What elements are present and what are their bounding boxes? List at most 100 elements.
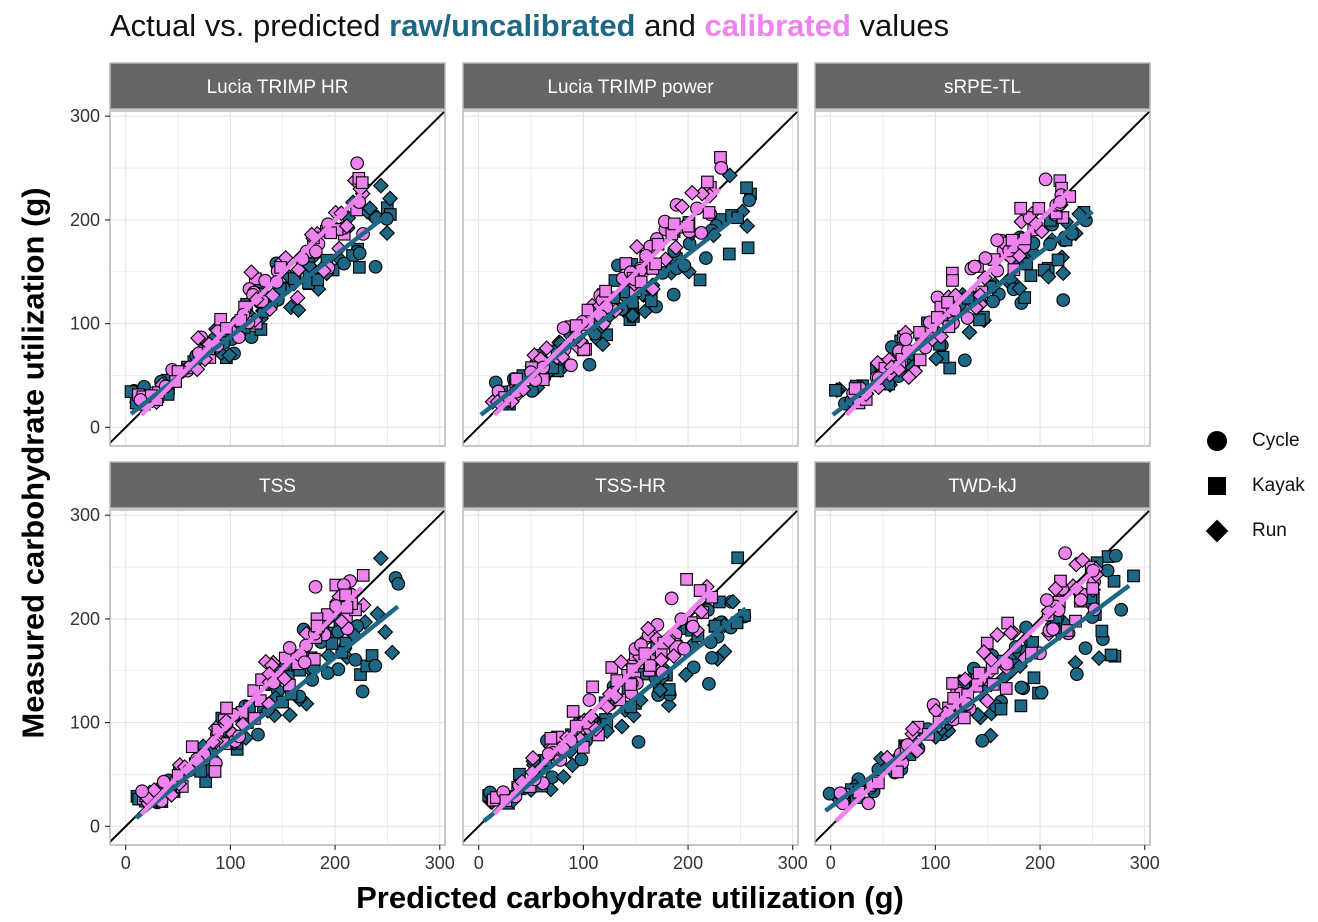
circle-icon [1200, 424, 1234, 458]
raw-point [372, 177, 389, 194]
calibrated-point [643, 659, 657, 672]
panel-border [462, 509, 799, 846]
facet-strip [109, 461, 446, 509]
raw-point [1024, 269, 1038, 282]
facet-strip [814, 62, 1151, 110]
calibrated-fit-line [844, 189, 1071, 417]
calibrated-point [289, 289, 306, 306]
raw-point [281, 707, 298, 724]
calibrated-point [605, 661, 619, 674]
x-tick-label: 100 [568, 853, 598, 873]
facet-strip-label: TWD-kJ [948, 476, 1017, 497]
facet-panel: TSS 0 100 200 300 0 100 200 300 [70, 461, 455, 873]
y-tick-label: 300 [70, 106, 100, 126]
raw-point [731, 551, 745, 565]
y-tick-label: 0 [90, 816, 100, 836]
raw-point [1078, 641, 1093, 656]
diamond-icon [1200, 514, 1234, 548]
calibrated-point [990, 233, 1005, 248]
raw-point [741, 241, 755, 255]
calibrated-point [685, 619, 700, 634]
legend: Cycle Kayak Run [1200, 418, 1305, 553]
x-tick-label: 0 [826, 853, 836, 873]
raw-point [379, 225, 396, 241]
calibrated-point [972, 666, 986, 680]
calibrated-point [989, 626, 1006, 643]
square-icon [1200, 469, 1234, 503]
y-tick-label: 100 [70, 314, 100, 334]
raw-point [320, 666, 335, 680]
calibrated-point [649, 257, 663, 271]
raw-point [1095, 624, 1109, 638]
calibrated-point [290, 261, 307, 278]
calibrated-point [538, 340, 555, 357]
calibrated-point [667, 239, 684, 256]
calibrated-point [861, 796, 876, 811]
raw-point [574, 752, 589, 767]
calibrated-point [684, 184, 701, 201]
raw-point [637, 303, 653, 320]
calibrated-point [556, 321, 571, 335]
raw-fit-line [479, 207, 748, 417]
calibrated-point [1046, 622, 1060, 636]
calibrated-point [1014, 201, 1028, 215]
facet-panel: TWD-kJ 0 100 200 300 [814, 461, 1160, 873]
raw-point [1069, 667, 1084, 682]
raw-point [1051, 253, 1065, 267]
raw-point [666, 287, 681, 302]
raw-point [1091, 650, 1108, 667]
raw-point [352, 246, 367, 261]
calibrated-point [999, 682, 1013, 695]
calibrated-point [664, 591, 679, 606]
raw-point [1055, 265, 1072, 282]
x-tick-label: 0 [474, 853, 484, 873]
calibrated-point [350, 156, 364, 171]
raw-point [716, 643, 733, 660]
raw-point [594, 336, 611, 353]
y-tick-label: 0 [90, 417, 100, 437]
facet-strip [462, 62, 799, 110]
calibrated-point [941, 295, 954, 309]
raw-point [368, 658, 383, 673]
raw-point [975, 733, 990, 748]
calibrated-point [308, 579, 323, 594]
raw-point [382, 190, 399, 207]
facet-panel: Lucia TRIMP power [462, 62, 799, 447]
calibrated-point [581, 303, 595, 317]
calibrated-point [185, 740, 199, 754]
raw-fit-line [482, 606, 748, 823]
calibrated-point [714, 161, 729, 175]
x-tick-label: 200 [1025, 853, 1055, 873]
raw-point [724, 593, 741, 610]
calibrated-point [913, 353, 927, 367]
x-tick-label: 100 [215, 853, 245, 873]
raw-point [1027, 671, 1041, 685]
raw-point [355, 684, 370, 699]
x-tick-label: 0 [121, 853, 131, 873]
raw-point [943, 361, 957, 375]
raw-point [337, 256, 351, 271]
calibrated-point [634, 275, 648, 289]
calibrated-point [613, 654, 630, 671]
facet-strip-label: TSS [259, 476, 296, 497]
calibrated-point [665, 648, 682, 664]
calibrated-point [356, 569, 370, 582]
calibrated-fit-line [492, 187, 722, 417]
x-tick-label: 200 [320, 853, 350, 873]
raw-point [1018, 291, 1032, 304]
calibrated-point [297, 655, 312, 670]
raw-point [1108, 548, 1123, 563]
y-tick-label: 200 [70, 210, 100, 230]
raw-fit-line [134, 604, 400, 820]
calibrated-point [967, 259, 982, 274]
raw-point [973, 313, 986, 327]
title-middle: and [635, 8, 705, 43]
raw-point [348, 652, 363, 667]
panel-border [109, 110, 446, 447]
calibrated-point [978, 251, 993, 265]
calibrated-fit-line [139, 192, 363, 417]
facet-strip-label: Lucia TRIMP HR [207, 77, 349, 98]
raw-point [1056, 293, 1071, 307]
calibrated-point [599, 284, 612, 298]
calibrated-fit-line [492, 588, 713, 816]
